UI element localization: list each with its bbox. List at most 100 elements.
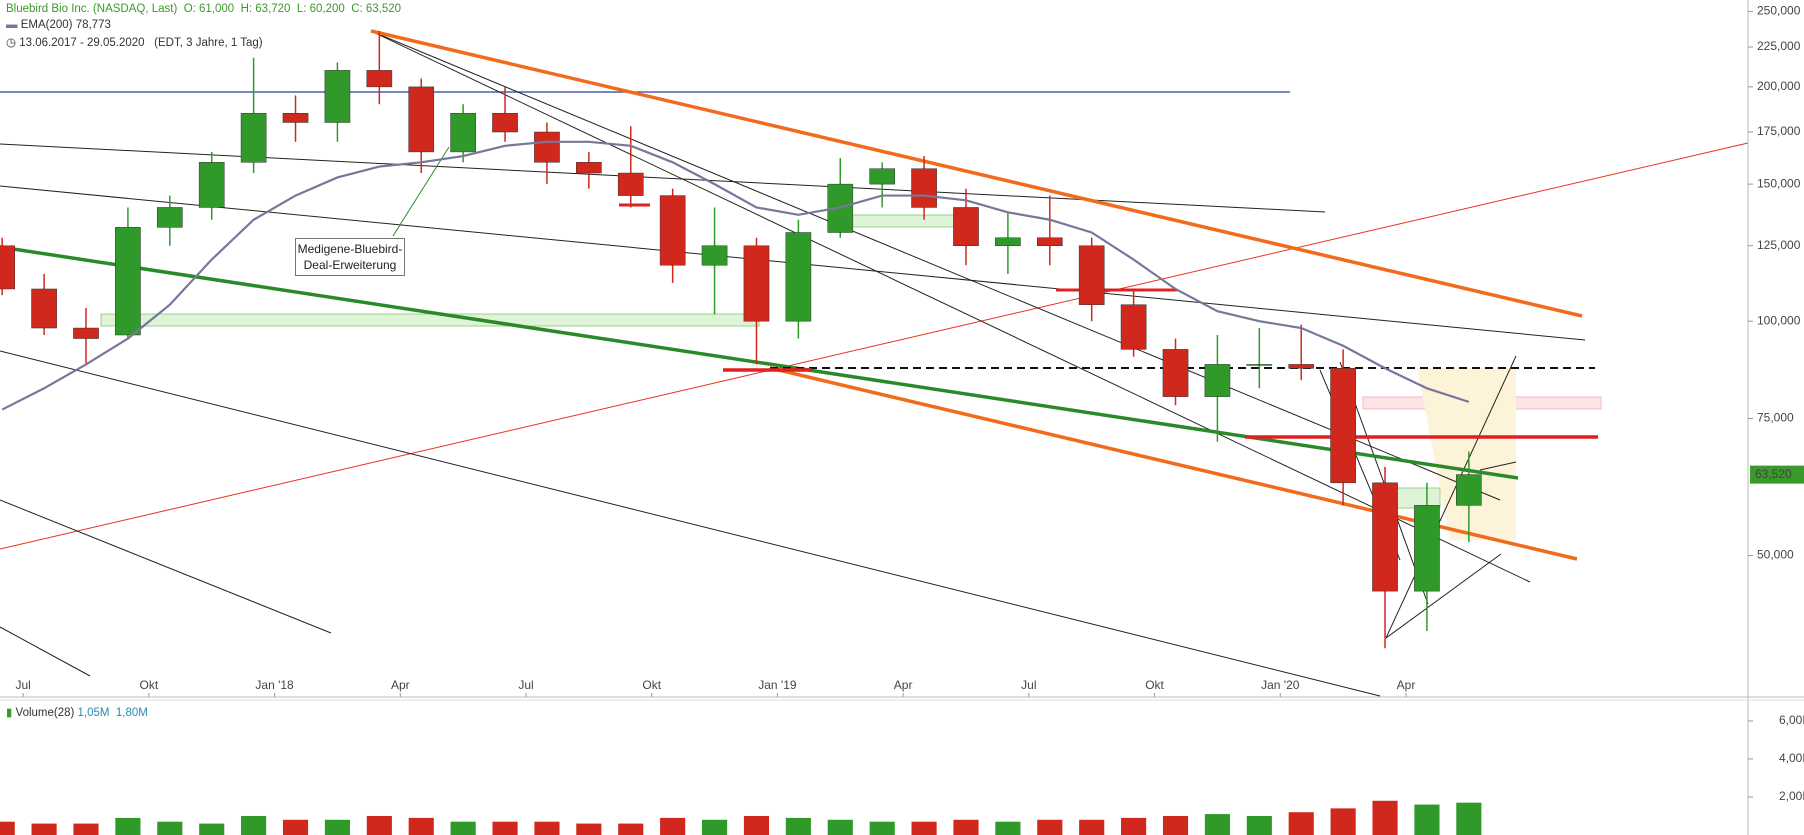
trend-line bbox=[0, 143, 1326, 213]
volume-bar bbox=[576, 823, 602, 835]
candle-body bbox=[1330, 368, 1356, 484]
candle-body bbox=[1036, 237, 1063, 247]
volume-bar bbox=[953, 819, 979, 835]
y-tick-label: 4,00M bbox=[1779, 751, 1804, 765]
volume-bar bbox=[701, 819, 728, 835]
volume-bar bbox=[157, 821, 183, 835]
candle-body bbox=[1120, 304, 1147, 350]
x-tick-label: Jan '20 bbox=[1261, 678, 1300, 692]
volume-bar bbox=[199, 823, 225, 835]
ohlc-text: O: 61,000 H: 63,720 L: 60,200 C: 63,520 bbox=[183, 3, 402, 15]
volume-bar bbox=[31, 823, 57, 835]
y-tick-label: 50,000 bbox=[1757, 548, 1794, 562]
volume-bar bbox=[1121, 817, 1147, 835]
candle-body bbox=[1288, 364, 1315, 369]
range-note: (EDT, 3 Jahre, 1 Tag) bbox=[154, 37, 263, 49]
volume-bar bbox=[115, 817, 141, 835]
volume-bar bbox=[1037, 819, 1063, 835]
candle-body bbox=[198, 162, 225, 208]
candle-body bbox=[617, 172, 644, 196]
volume-bar bbox=[366, 815, 392, 835]
candle-body bbox=[408, 86, 435, 153]
x-tick-label: Jan '19 bbox=[758, 678, 797, 692]
y-tick-label: 250,000 bbox=[1757, 4, 1801, 18]
candle-body bbox=[743, 245, 770, 322]
x-tick-label: Jul bbox=[1021, 678, 1036, 692]
volume-bar bbox=[660, 817, 686, 835]
candle-body bbox=[450, 112, 476, 153]
candle-body bbox=[324, 70, 351, 123]
x-tick-label: Apr bbox=[894, 678, 913, 692]
x-tick-label: Apr bbox=[391, 678, 410, 692]
volume-bar bbox=[1162, 815, 1189, 835]
volume-bar bbox=[0, 821, 15, 835]
candle-body bbox=[1372, 482, 1398, 592]
volume-bar bbox=[785, 817, 811, 835]
candle-body bbox=[73, 327, 99, 339]
trend-line bbox=[1385, 355, 1517, 639]
volume-bar bbox=[743, 815, 770, 835]
candle-body bbox=[1456, 474, 1482, 506]
volume-bar bbox=[324, 819, 350, 835]
candle-body bbox=[911, 168, 937, 208]
volume-bar bbox=[1456, 802, 1482, 835]
volume-bar bbox=[450, 821, 476, 835]
candle-body bbox=[1414, 505, 1440, 592]
header-title: Bluebird Bio Inc. (NASDAQ, Last) O: 61,0… bbox=[6, 3, 401, 15]
trend-line bbox=[1385, 553, 1502, 639]
candle-body bbox=[282, 112, 309, 123]
legend-volume: ▮ Volume(28) 1,05M 1,80M bbox=[6, 707, 148, 719]
volume-bar bbox=[827, 819, 853, 835]
y-tick-label: 150,000 bbox=[1757, 176, 1801, 190]
volume-bar bbox=[1246, 815, 1272, 835]
trend-line bbox=[370, 30, 1501, 501]
candle-body bbox=[156, 207, 183, 228]
price-tag bbox=[1750, 465, 1804, 484]
annotation-pointer bbox=[392, 146, 450, 237]
legend-ema: ▬ EMA(200) 78,773 bbox=[6, 19, 111, 31]
date-range: ◷ 13.06.2017 - 29.05.2020 (EDT, 3 Jahre,… bbox=[6, 37, 263, 49]
trend-line bbox=[370, 30, 1531, 583]
zone bbox=[850, 214, 956, 228]
x-tick-label: Jan '18 bbox=[255, 678, 294, 692]
volume-bar bbox=[995, 821, 1021, 835]
y-tick-label: 175,000 bbox=[1757, 124, 1801, 138]
volume-bar bbox=[492, 821, 518, 835]
candle-body bbox=[785, 232, 812, 322]
x-tick-label: Okt bbox=[642, 678, 661, 692]
legend-value: 1,05M 1,80M bbox=[77, 707, 148, 719]
y-tick-label: 125,000 bbox=[1757, 238, 1801, 252]
trend-line bbox=[0, 499, 332, 634]
candle-body bbox=[31, 288, 57, 329]
price-tag-label: 63,520 bbox=[1755, 467, 1792, 481]
range-text: 13.06.2017 - 29.05.2020 bbox=[19, 37, 145, 49]
candle-body bbox=[659, 195, 686, 266]
y-tick-label: 100,000 bbox=[1757, 313, 1801, 327]
candle-body bbox=[534, 131, 560, 163]
candle-body bbox=[995, 237, 1021, 247]
volume-bar bbox=[1372, 800, 1398, 835]
volume-bar bbox=[1079, 819, 1105, 835]
candle-body bbox=[1246, 364, 1273, 366]
x-tick-label: Jul bbox=[15, 678, 30, 692]
candle-body bbox=[0, 245, 16, 290]
legend-label: EMA(200) bbox=[20, 19, 73, 31]
legend-value: 78,773 bbox=[75, 19, 111, 31]
y-tick-label: 200,000 bbox=[1757, 79, 1801, 93]
x-tick-label: Okt bbox=[140, 678, 159, 692]
candle-body bbox=[1162, 349, 1189, 397]
candle-body bbox=[576, 162, 602, 174]
trend-line bbox=[0, 245, 1519, 480]
trend-line bbox=[370, 29, 1583, 318]
trend-line bbox=[0, 142, 1749, 550]
y-tick-label: 2,00M bbox=[1779, 789, 1804, 803]
y-tick-label: 225,000 bbox=[1757, 39, 1801, 53]
volume-bar bbox=[282, 819, 309, 835]
volume-bar bbox=[408, 817, 434, 835]
candle-body bbox=[366, 70, 393, 88]
x-tick-label: Okt bbox=[1145, 678, 1164, 692]
zone bbox=[100, 313, 760, 327]
volume-bar bbox=[1414, 804, 1440, 835]
x-tick-label: Jul bbox=[518, 678, 533, 692]
